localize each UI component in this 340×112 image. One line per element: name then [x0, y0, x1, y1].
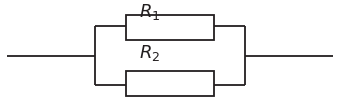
Text: $R_1$: $R_1$ [139, 2, 160, 22]
Bar [126, 72, 214, 96]
Bar [126, 16, 214, 40]
Text: $R_2$: $R_2$ [139, 42, 160, 62]
